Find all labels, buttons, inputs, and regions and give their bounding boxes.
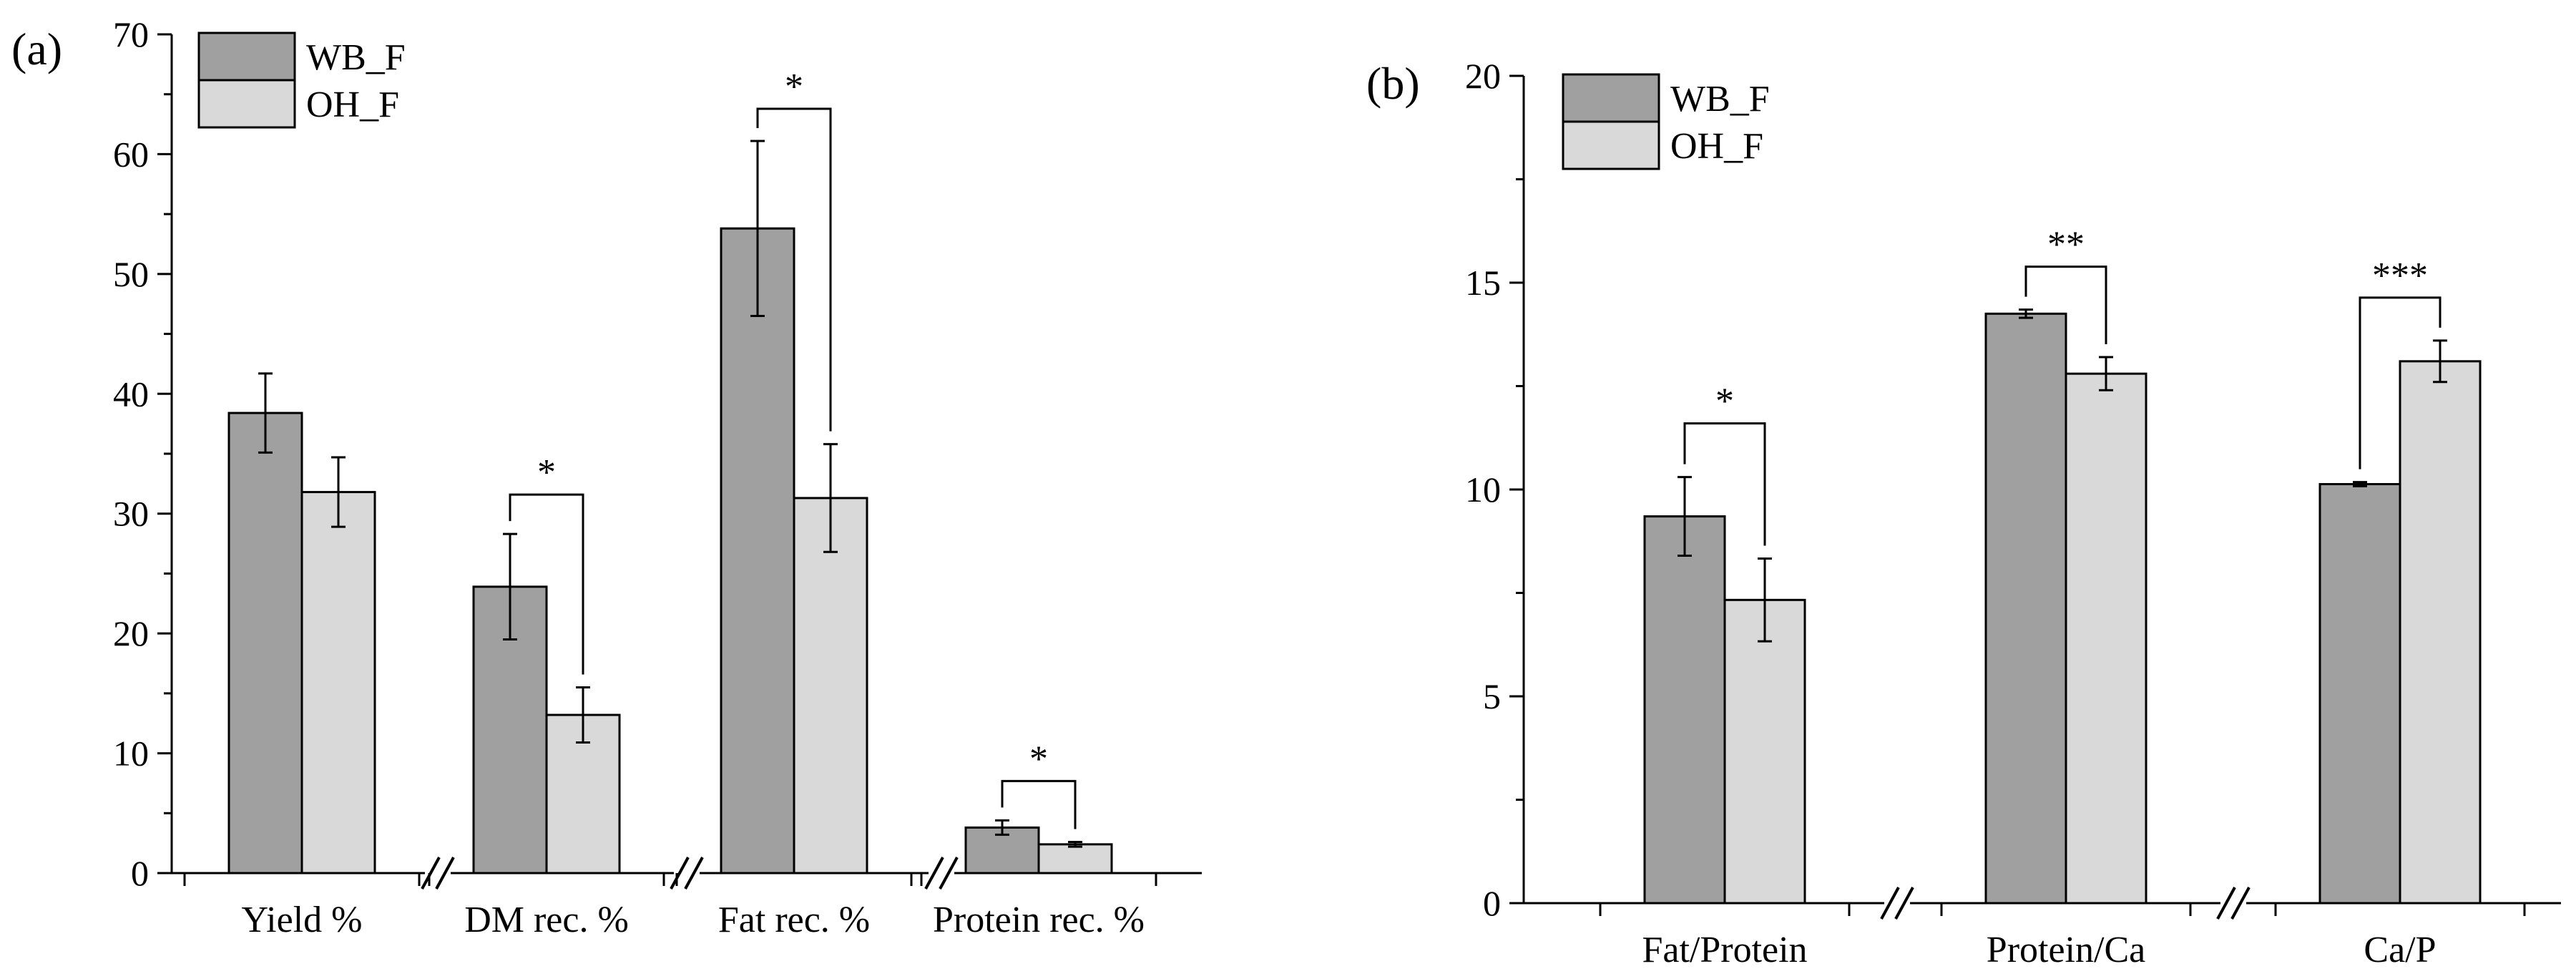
bar-wb-f xyxy=(227,411,303,875)
legend-swatch xyxy=(197,31,296,82)
x-category-label: Fat/Protein xyxy=(1642,930,1807,970)
bar-oh-f xyxy=(2399,360,2482,905)
y-tick-label: 10 xyxy=(113,734,149,774)
x-category-label: DM rec. % xyxy=(464,900,629,940)
panel-label: (b) xyxy=(1366,58,1420,109)
significance-label: ** xyxy=(2047,225,2085,266)
bar-wb-f xyxy=(2318,482,2401,905)
x-category-label: Protein rec. % xyxy=(933,900,1145,940)
legend-swatch xyxy=(197,79,296,129)
bar-oh-f xyxy=(1037,843,1113,875)
panel-label: (a) xyxy=(11,24,62,74)
legend-swatch xyxy=(1562,73,1660,123)
significance-bracket xyxy=(1001,779,1077,829)
axis-break-mark xyxy=(2230,887,2251,920)
axis-break-mark xyxy=(2216,887,2236,920)
bar-wb-f xyxy=(1984,312,2067,905)
axis-break-mark xyxy=(670,857,690,890)
bar-oh-f xyxy=(300,491,376,875)
y-tick-label: 20 xyxy=(1465,56,1501,96)
bar-wb-f xyxy=(720,227,795,875)
bar-wb-f xyxy=(1643,515,1726,905)
significance-bracket xyxy=(1683,422,1766,546)
panel-a: (a) 0 10 20 30 40 50 60 70 Yield % DM rec. % * Fat r… xyxy=(11,14,1202,940)
x-category-label: Ca/P xyxy=(2364,930,2436,970)
y-tick-label: 40 xyxy=(113,374,149,414)
axis-break-mark xyxy=(1880,887,1900,920)
x-category-label: Protein/Ca xyxy=(1987,930,2145,970)
significance-label: * xyxy=(537,452,556,493)
significance-bracket xyxy=(509,493,584,675)
legend-label: WB_F xyxy=(1670,79,1770,120)
axis-break-mark xyxy=(421,857,441,890)
y-tick-label: 20 xyxy=(113,613,149,653)
significance-bracket xyxy=(2359,296,2442,469)
significance-bracket xyxy=(756,107,832,432)
y-tick-label: 0 xyxy=(131,853,149,893)
axis-break-mark xyxy=(1894,887,1914,920)
bar-oh-f xyxy=(793,497,868,875)
axis-break-mark xyxy=(924,857,944,890)
panel-b: (b) 0 5 10 15 20 Fat/Protein * Protein/Ca ** Ca/P *… xyxy=(1366,56,2561,970)
axis-break-mark xyxy=(939,857,959,890)
significance-bracket xyxy=(2024,266,2107,345)
significance-label: * xyxy=(1715,381,1734,422)
x-category-label: Fat rec. % xyxy=(718,900,870,940)
y-tick-label: 10 xyxy=(1465,469,1501,510)
significance-label: *** xyxy=(2372,255,2428,296)
axis-break-mark xyxy=(684,857,704,890)
y-tick-label: 0 xyxy=(1483,883,1501,923)
x-category-label: Yield % xyxy=(242,900,363,940)
y-tick-label: 70 xyxy=(113,14,149,54)
y-tick-label: 5 xyxy=(1483,676,1501,716)
y-tick-label: 50 xyxy=(113,254,149,294)
y-tick-label: 30 xyxy=(113,494,149,534)
significance-label: * xyxy=(785,67,803,107)
legend-label: OH_F xyxy=(306,84,399,125)
legend-swatch xyxy=(1562,120,1660,170)
legend-label: WB_F xyxy=(306,37,406,78)
y-tick-label: 15 xyxy=(1465,263,1501,303)
bar-oh-f xyxy=(1723,598,1806,905)
bar-oh-f xyxy=(2065,372,2148,905)
y-tick-label: 60 xyxy=(113,134,149,174)
significance-label: * xyxy=(1029,739,1048,779)
legend-label: OH_F xyxy=(1670,126,1763,167)
axis-break-mark xyxy=(435,857,455,890)
